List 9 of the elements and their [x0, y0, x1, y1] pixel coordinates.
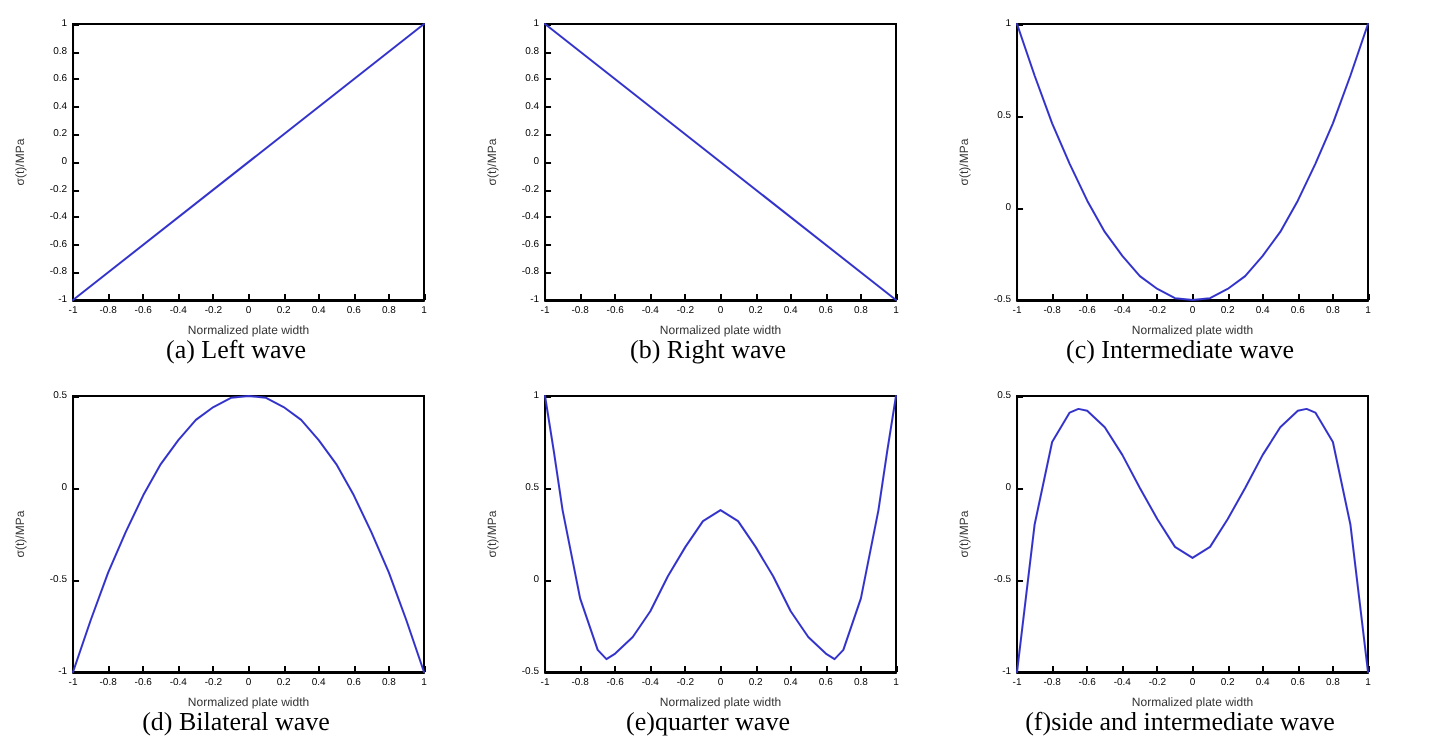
- text: (b) Right wave: [630, 334, 787, 364]
- text: (a) Left wave: [165, 334, 307, 364]
- text: (d) Bilateral wave: [142, 706, 331, 736]
- text: (e)quarter wave: [626, 706, 791, 736]
- line-series: [1016, 23, 1369, 301]
- text: (f)side and intermediate wave: [1025, 706, 1336, 736]
- text: (c) Intermediate wave: [1065, 334, 1295, 364]
- line-series: [72, 395, 425, 673]
- line-series: [544, 395, 897, 661]
